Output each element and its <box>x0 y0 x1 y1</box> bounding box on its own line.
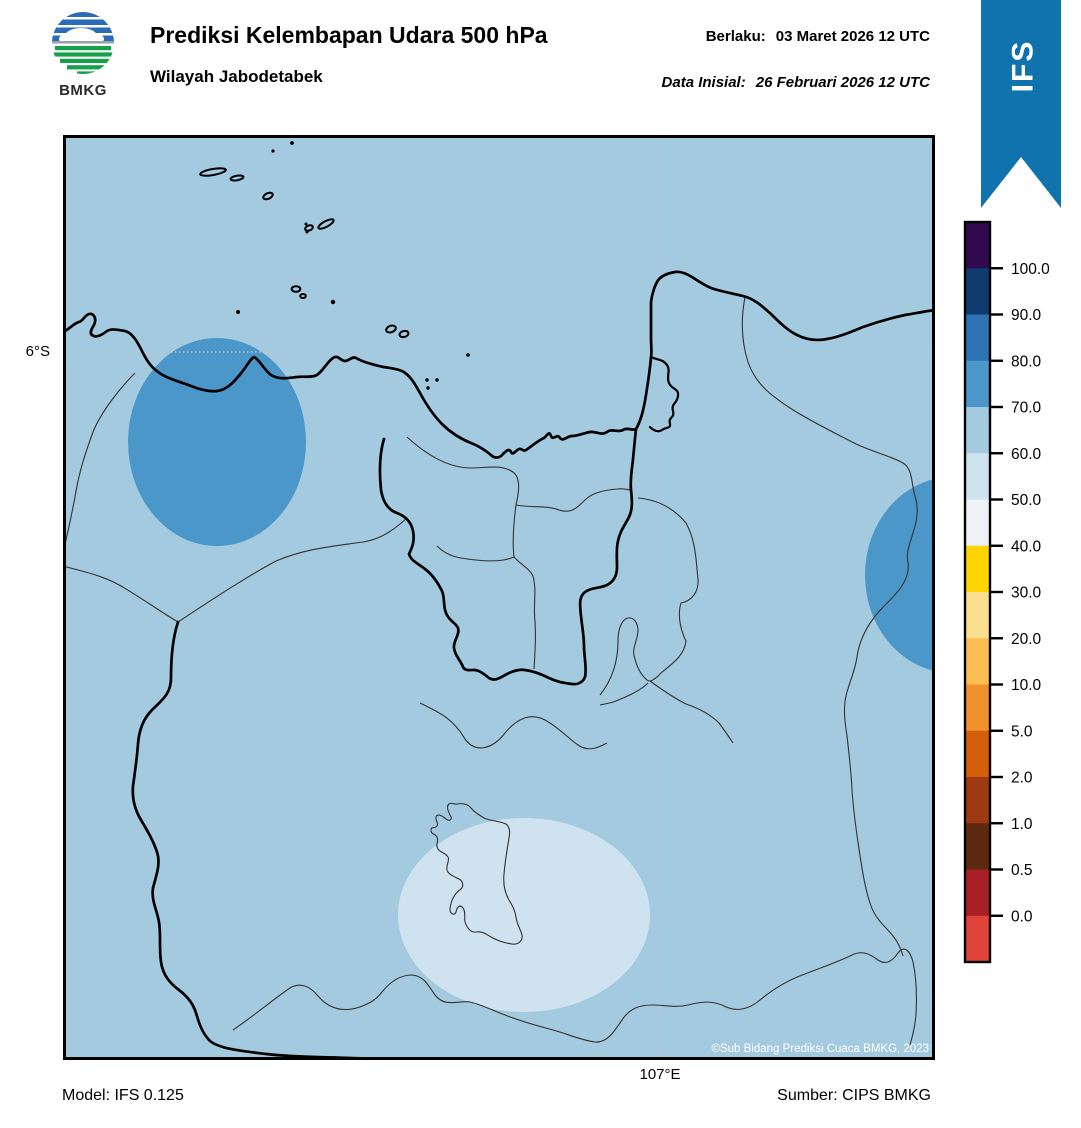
humidity-region-70-80-northwest <box>128 338 306 546</box>
bmkg-logo-label: BMKG <box>59 82 107 99</box>
colorbar-segment <box>965 360 990 408</box>
bmkg-logo: BMKG <box>48 10 118 106</box>
map-border <box>63 135 935 1060</box>
ifs-ribbon: IFS <box>981 0 1061 208</box>
valid-time-label: Berlaku: <box>705 28 766 45</box>
colorbar-segment <box>965 869 990 917</box>
colorbar-tick-label: 30.0 <box>1011 585 1042 602</box>
colorbar-segment <box>965 268 990 316</box>
colorbar-segment <box>965 407 990 454</box>
province-boundary-west <box>131 620 437 1060</box>
colorbar-segment <box>965 638 990 686</box>
colorbar-segment <box>965 545 990 593</box>
estuary-coast-detail <box>648 355 680 433</box>
colorbar-tick-label: 20.0 <box>1011 631 1042 648</box>
colorbar-tick-label: 1.0 <box>1011 816 1033 833</box>
colorbar-tick-label: 2.0 <box>1011 770 1033 787</box>
coastline-west <box>63 312 638 459</box>
model-info: Model: IFS 0.125 <box>62 1087 184 1104</box>
ifs-ribbon-label: IFS <box>1007 40 1040 93</box>
colorbar-segment <box>965 915 990 963</box>
init-time-label: Data Inisial: <box>661 74 746 91</box>
colorbar-tick-label: 70.0 <box>1011 400 1042 417</box>
colorbar-segment <box>965 314 990 362</box>
colorbar-tick-label: 60.0 <box>1011 446 1042 463</box>
colorbar-tick-label: 100.0 <box>1011 261 1050 278</box>
init-time: Data Inisial: 26 Februari 2026 12 UTC <box>662 74 930 91</box>
copyright-text: ©Sub Bidang Prediksi Cuaca BMKG, 2023 <box>711 1043 929 1055</box>
colorbar-tick-label: 10.0 <box>1011 677 1042 694</box>
valid-time-value: 03 Maret 2026 12 UTC <box>775 28 930 45</box>
ifs-ribbon-shape <box>981 0 1061 208</box>
page-title: Prediksi Kelembapan Udara 500 hPa <box>150 22 548 48</box>
colorbar-segment <box>965 453 990 501</box>
page-subtitle: Wilayah Jabodetabek <box>150 67 323 86</box>
colorbar-border <box>963 220 992 964</box>
colorbar-segment <box>965 684 990 732</box>
islands <box>199 141 470 390</box>
bmkg-logo-icon <box>52 12 114 74</box>
colorbar-tick-label: 0.5 <box>1011 862 1033 879</box>
colorbar-segment <box>965 777 990 824</box>
humidity-region-70-80-east <box>865 478 935 672</box>
colorbar-segment <box>965 222 990 269</box>
humidity-colorbar: 100.0 90.0 80.0 70.0 60.0 50.0 40.0 30.0 20.0 10.… <box>963 220 1050 964</box>
colorbar-segment <box>965 730 990 778</box>
coastline-east-peninsula <box>634 270 935 431</box>
colorbar-tick-label: 80.0 <box>1011 353 1042 370</box>
init-time-value: 26 Februari 2026 12 UTC <box>755 74 930 91</box>
colorbar-tick-label: 40.0 <box>1011 538 1042 555</box>
colorbar-tick-label: 5.0 <box>1011 723 1033 740</box>
colorbar-segment <box>965 823 990 871</box>
longitude-label: 107°E <box>639 1066 681 1083</box>
jakarta-boundary <box>378 427 638 686</box>
regency-boundaries <box>63 296 918 1046</box>
colorbar-segment <box>965 499 990 547</box>
source-info: Sumber: CIPS BMKG <box>777 1087 931 1104</box>
coastline-and-province-boundaries <box>63 270 935 1060</box>
colorbar-segment <box>965 592 990 639</box>
colorbar-tick-label: 0.0 <box>1011 908 1033 925</box>
colorbar-tick-label: 90.0 <box>1011 307 1042 324</box>
forecast-map: ©Sub Bidang Prediksi Cuaca BMKG, 2023 <box>63 135 935 1060</box>
humidity-region-50-60-south <box>398 818 650 1012</box>
colorbar-tick-label: 50.0 <box>1011 492 1042 509</box>
latitude-label: 6°S <box>25 343 50 360</box>
valid-time: Berlaku: 03 Maret 2026 12 UTC <box>706 28 930 45</box>
